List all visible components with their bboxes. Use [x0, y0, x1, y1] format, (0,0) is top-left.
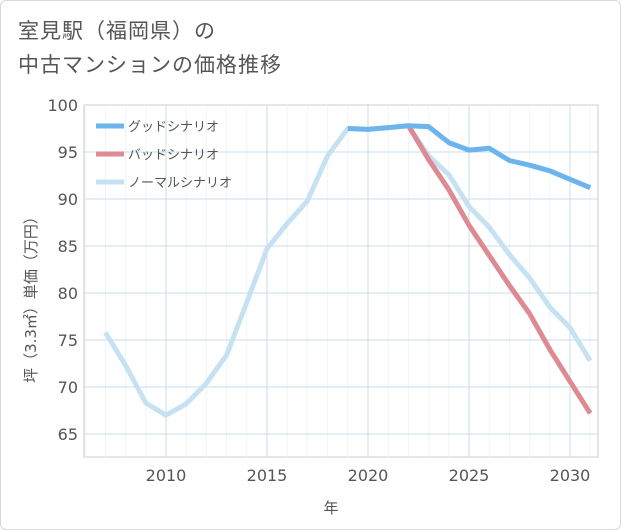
- legend-label: グッドシナリオ: [128, 120, 219, 135]
- chart-title: 室見駅（福岡県）の 中古マンションの価格推移: [18, 14, 282, 82]
- y-tick-label: 95: [58, 143, 78, 162]
- y-tick-label: 100: [47, 96, 78, 115]
- y-tick-label: 75: [58, 331, 78, 350]
- series-line-bad: [406, 124, 593, 415]
- y-tick-label: 90: [58, 190, 78, 209]
- legend-label: ノーマルシナリオ: [128, 176, 232, 191]
- y-axis-title: 坪（3.3㎡）単価（万円）: [22, 209, 40, 383]
- x-tick-label: 2030: [550, 466, 591, 485]
- x-tick-label: 2025: [449, 466, 490, 485]
- chart-title-line1: 室見駅（福岡県）の: [18, 19, 216, 43]
- series-lines: [103, 123, 593, 418]
- x-axis-title: 年: [323, 499, 338, 517]
- y-tick-label: 85: [58, 237, 78, 256]
- tick-labels: 65 70 75 80 85 90 95 100 2010 2015 2020 2025 2030: [47, 96, 590, 485]
- y-tick-label: 80: [58, 284, 78, 303]
- y-tick-label: 65: [58, 425, 78, 444]
- x-tick-label: 2020: [348, 466, 389, 485]
- chart-title-line2: 中古マンションの価格推移: [18, 53, 282, 77]
- series-line-normal: [103, 123, 593, 418]
- y-tick-label: 70: [58, 378, 78, 397]
- x-tick-label: 2010: [146, 466, 187, 485]
- series-line-good: [347, 123, 592, 191]
- legend-label: バッドシナリオ: [128, 148, 219, 163]
- x-tick-label: 2015: [247, 466, 288, 485]
